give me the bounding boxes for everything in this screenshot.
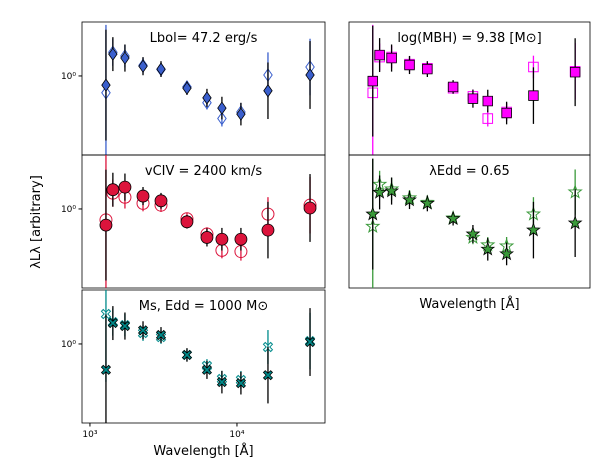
marker	[261, 207, 275, 221]
panel-frame	[348, 154, 591, 289]
marker	[200, 231, 214, 244]
x-tick-label: 10³	[82, 430, 97, 440]
panel-frame	[81, 154, 326, 289]
marker	[119, 320, 131, 332]
panel: 10⁰ Lbol= 47.2 erg/s	[61, 21, 326, 156]
annotation: vCIV = 2400 km/s	[145, 164, 262, 179]
marker	[107, 318, 118, 329]
marker	[263, 84, 273, 98]
marker	[201, 364, 213, 375]
marker	[528, 90, 539, 101]
marker	[236, 107, 246, 121]
marker	[480, 241, 496, 256]
marker	[217, 111, 227, 126]
marker	[234, 245, 248, 259]
marker	[137, 325, 149, 336]
marker	[99, 218, 113, 232]
y-tick-label: 10⁰	[61, 205, 76, 215]
panel: log(MBH) = 9.38 [M⊙]	[348, 21, 591, 156]
panel: 10⁰ vCIV = 2400 km/s	[61, 154, 326, 289]
marker	[374, 49, 385, 61]
marker	[202, 91, 212, 105]
marker	[465, 226, 481, 241]
marker	[386, 52, 397, 64]
marker	[569, 66, 581, 78]
x-axis-label: Wavelength [Å]	[419, 296, 519, 312]
marker	[365, 206, 381, 221]
marker	[419, 195, 435, 210]
marker	[216, 377, 227, 388]
marker	[120, 51, 130, 65]
annotation: Ms, Edd = 1000 M⊙	[139, 299, 268, 314]
marker	[108, 47, 118, 61]
annotation: λEdd = 0.65	[429, 164, 510, 179]
marker	[181, 349, 193, 360]
panel-frame	[81, 289, 326, 424]
y-axis-label: λLλ [arbitrary]	[29, 175, 44, 269]
marker	[138, 59, 148, 73]
marker	[100, 308, 112, 320]
marker	[182, 81, 192, 95]
marker	[447, 81, 459, 93]
x-tick-label: 10⁴	[229, 430, 244, 440]
marker	[367, 87, 379, 99]
marker	[234, 232, 248, 246]
marker	[482, 95, 493, 107]
marker	[156, 62, 166, 76]
marker	[217, 101, 227, 115]
marker	[499, 246, 515, 261]
marker	[482, 113, 494, 124]
marker	[303, 201, 317, 215]
x-axis-label: Wavelength [Å]	[153, 443, 253, 459]
marker	[235, 378, 246, 389]
marker	[180, 215, 194, 229]
marker	[372, 184, 387, 199]
marker	[367, 75, 378, 87]
marker	[404, 59, 415, 71]
marker	[100, 364, 112, 375]
y-tick-label: 10⁰	[61, 340, 76, 350]
marker	[467, 93, 479, 104]
marker	[202, 95, 212, 110]
annotation: log(MBH) = 9.38 [M⊙]	[397, 31, 541, 46]
marker	[526, 222, 541, 237]
marker	[215, 243, 229, 257]
marker	[136, 189, 150, 203]
marker	[305, 68, 315, 82]
marker	[528, 61, 539, 73]
marker	[304, 336, 316, 348]
marker	[262, 370, 274, 381]
marker	[422, 63, 433, 75]
marker	[154, 194, 168, 208]
marker	[402, 192, 417, 207]
panel: 10⁰ 10³ 10⁴ Ms, Edd = 1000 M⊙ Wavelength [Å]	[61, 289, 326, 459]
marker	[106, 183, 120, 197]
marker	[384, 183, 400, 198]
marker	[215, 232, 229, 246]
marker	[118, 180, 132, 194]
marker	[445, 210, 461, 225]
marker	[155, 329, 167, 341]
marker	[567, 215, 583, 230]
marker	[501, 107, 512, 119]
marker	[262, 341, 274, 353]
panel: λEdd = 0.65 Wavelength [Å]	[348, 154, 591, 312]
marker	[101, 78, 111, 92]
marker	[261, 223, 275, 237]
y-tick-label: 10⁰	[61, 72, 76, 82]
annotation: Lbol= 47.2 erg/s	[150, 31, 258, 46]
